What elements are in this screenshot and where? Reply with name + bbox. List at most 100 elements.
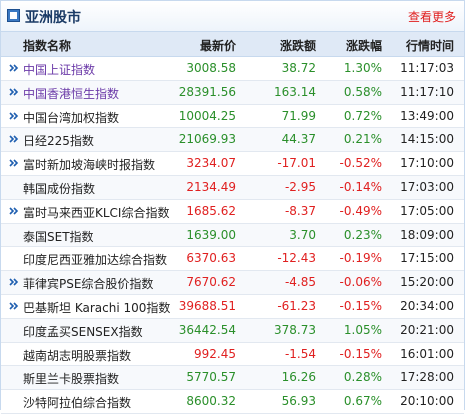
table-row[interactable]: 巴基斯坦 Karachi 100指数 39688.51 -61.23 -0.15% 20… (1, 294, 464, 319)
price-change: -8.37 (284, 203, 316, 218)
quote-time: 11:17:03 (400, 61, 454, 75)
latest-price: 992.45 (194, 346, 236, 361)
table-row[interactable]: 韩国成份指数 2134.49 -2.95 -0.14% 17:03:00 (1, 175, 464, 200)
table-row[interactable]: 富时马来西亚KLCI综合指数 1685.62 -8.37 -0.49% 17:05:00 (1, 199, 464, 224)
quote-time: 11:17:10 (400, 84, 454, 99)
quote-time: 17:15:00 (400, 251, 454, 266)
index-name-link[interactable]: 沙特阿拉伯综合指数 (23, 396, 132, 411)
price-change: 3.70 (289, 227, 316, 242)
quote-time: 20:10:00 (400, 394, 454, 409)
index-name-link[interactable]: 巴基斯坦 Karachi 100指数 (23, 300, 171, 315)
double-chevron-icon (9, 88, 19, 96)
index-name-link[interactable]: 富时马来西亚KLCI综合指数 (23, 205, 170, 220)
percent-change: 0.72% (343, 108, 382, 123)
latest-price: 1685.62 (186, 203, 236, 218)
square-icon (7, 9, 20, 22)
price-change: -17.01 (277, 156, 316, 171)
latest-price: 21069.93 (178, 132, 236, 147)
latest-price: 2134.49 (186, 179, 236, 194)
double-chevron-icon (9, 302, 19, 310)
percent-change: 0.28% (343, 370, 382, 385)
latest-price: 5770.57 (186, 370, 236, 385)
table-row[interactable]: 日经225指数 21069.93 44.37 0.21% 14:15:00 (1, 128, 464, 153)
column-header-change[interactable]: 涨跌额 (279, 39, 316, 53)
price-change: 71.99 (281, 108, 316, 123)
table-row[interactable]: 富时新加坡海峡时报指数 3234.07 -17.01 -0.52% 17:10:00 (1, 152, 464, 176)
price-change: 38.72 (281, 61, 316, 75)
table-row[interactable]: 菲律宾PSE综合股价指数 7670.62 -4.85 -0.06% 15:20:00 (1, 271, 464, 295)
column-header-percent[interactable]: 涨跌幅 (345, 39, 382, 53)
percent-change: -0.19% (339, 251, 382, 266)
latest-price: 7670.62 (186, 275, 236, 290)
view-more-link[interactable]: 查看更多 (407, 10, 456, 24)
index-name-link[interactable]: 中国台湾加权指数 (23, 110, 120, 125)
percent-change: 0.21% (343, 132, 382, 147)
column-header-time[interactable]: 行情时间 (405, 39, 454, 53)
table-row[interactable]: 印度孟买SENSEX指数 36442.54 378.73 1.05% 20:21:00 (1, 318, 464, 343)
widget-header: 亚洲股市 查看更多 (1, 1, 464, 32)
double-chevron-icon (9, 135, 19, 143)
quote-time: 17:28:00 (400, 370, 454, 385)
price-change: 16.26 (281, 370, 316, 385)
price-change: -2.95 (284, 179, 316, 194)
percent-change: -0.06% (339, 275, 382, 290)
percent-change: 1.05% (343, 322, 382, 337)
price-change: -12.43 (277, 251, 316, 266)
index-name-link[interactable]: 富时新加坡海峡时报指数 (23, 158, 156, 173)
index-name-link[interactable]: 印度尼西亚雅加达综合指数 (23, 253, 168, 268)
price-change: 378.73 (274, 322, 316, 337)
price-change: -4.85 (284, 275, 316, 290)
price-change: -1.54 (284, 346, 316, 361)
index-name-link[interactable]: 越南胡志明股票指数 (23, 348, 132, 363)
latest-price: 1639.00 (186, 227, 236, 242)
quote-time: 16:01:00 (400, 346, 454, 361)
column-header-price[interactable]: 最新价 (199, 39, 236, 53)
quote-time: 18:09:00 (400, 227, 454, 242)
price-change: 163.14 (274, 84, 316, 99)
latest-price: 28391.56 (178, 84, 236, 99)
quote-time: 17:10:00 (400, 156, 454, 171)
quote-time: 14:15:00 (400, 132, 454, 147)
price-change: 44.37 (281, 132, 316, 147)
index-name-link[interactable]: 泰国SET指数 (23, 229, 94, 244)
percent-change: -0.49% (339, 203, 382, 218)
price-change: 56.93 (281, 394, 316, 409)
table-row[interactable]: 越南胡志明股票指数 992.45 -1.54 -0.15% 16:01:00 (1, 342, 464, 367)
quote-time: 20:34:00 (400, 298, 454, 313)
table-row[interactable]: 斯里兰卡股票指数 5770.57 16.26 0.28% 17:28:00 (1, 366, 464, 391)
index-name-link[interactable]: 韩国成份指数 (23, 181, 96, 196)
double-chevron-icon (9, 112, 19, 120)
index-name-link[interactable]: 印度孟买SENSEX指数 (23, 324, 143, 339)
percent-change: -0.52% (339, 156, 382, 171)
index-name-link[interactable]: 中国香港恒生指数 (23, 86, 120, 101)
table-row[interactable]: 印度尼西亚雅加达综合指数 6370.63 -12.43 -0.19% 17:15:00 (1, 247, 464, 272)
percent-change: 0.67% (343, 394, 382, 409)
index-table-body: 中国上证指数 3008.58 38.72 1.30% 11:17:03 中国香港恒生指数 2… (1, 57, 464, 414)
column-header-name[interactable]: 指数名称 (23, 39, 72, 53)
latest-price: 3234.07 (186, 156, 236, 171)
table-row[interactable]: 中国香港恒生指数 28391.56 163.14 0.58% 11:17:10 (1, 80, 464, 105)
latest-price: 6370.63 (186, 251, 236, 266)
percent-change: -0.15% (339, 346, 382, 361)
percent-change: 0.58% (343, 84, 382, 99)
percent-change: 0.23% (343, 227, 382, 242)
quote-time: 13:49:00 (400, 108, 454, 123)
percent-change: -0.15% (339, 298, 382, 313)
table-row[interactable]: 沙特阿拉伯综合指数 8600.32 56.93 0.67% 20:10:00 (1, 390, 464, 414)
index-name-link[interactable]: 日经225指数 (23, 134, 94, 149)
table-row[interactable]: 中国台湾加权指数 10004.25 71.99 0.72% 13:49:00 (1, 104, 464, 129)
latest-price: 10004.25 (178, 108, 236, 123)
widget-title: 亚洲股市 (25, 10, 81, 26)
index-name-link[interactable]: 斯里兰卡股票指数 (23, 372, 120, 387)
price-change: -61.23 (277, 298, 316, 313)
table-row[interactable]: 泰国SET指数 1639.00 3.70 0.23% 18:09:00 (1, 223, 464, 248)
percent-change: -0.14% (339, 179, 382, 194)
index-name-link[interactable]: 菲律宾PSE综合股价指数 (23, 277, 154, 292)
index-name-link[interactable]: 中国上证指数 (23, 63, 96, 77)
quote-time: 20:21:00 (400, 322, 454, 337)
double-chevron-icon (9, 278, 19, 286)
quote-time: 15:20:00 (400, 275, 454, 290)
latest-price: 36442.54 (178, 322, 236, 337)
table-row[interactable]: 中国上证指数 3008.58 38.72 1.30% 11:17:03 (1, 57, 464, 81)
